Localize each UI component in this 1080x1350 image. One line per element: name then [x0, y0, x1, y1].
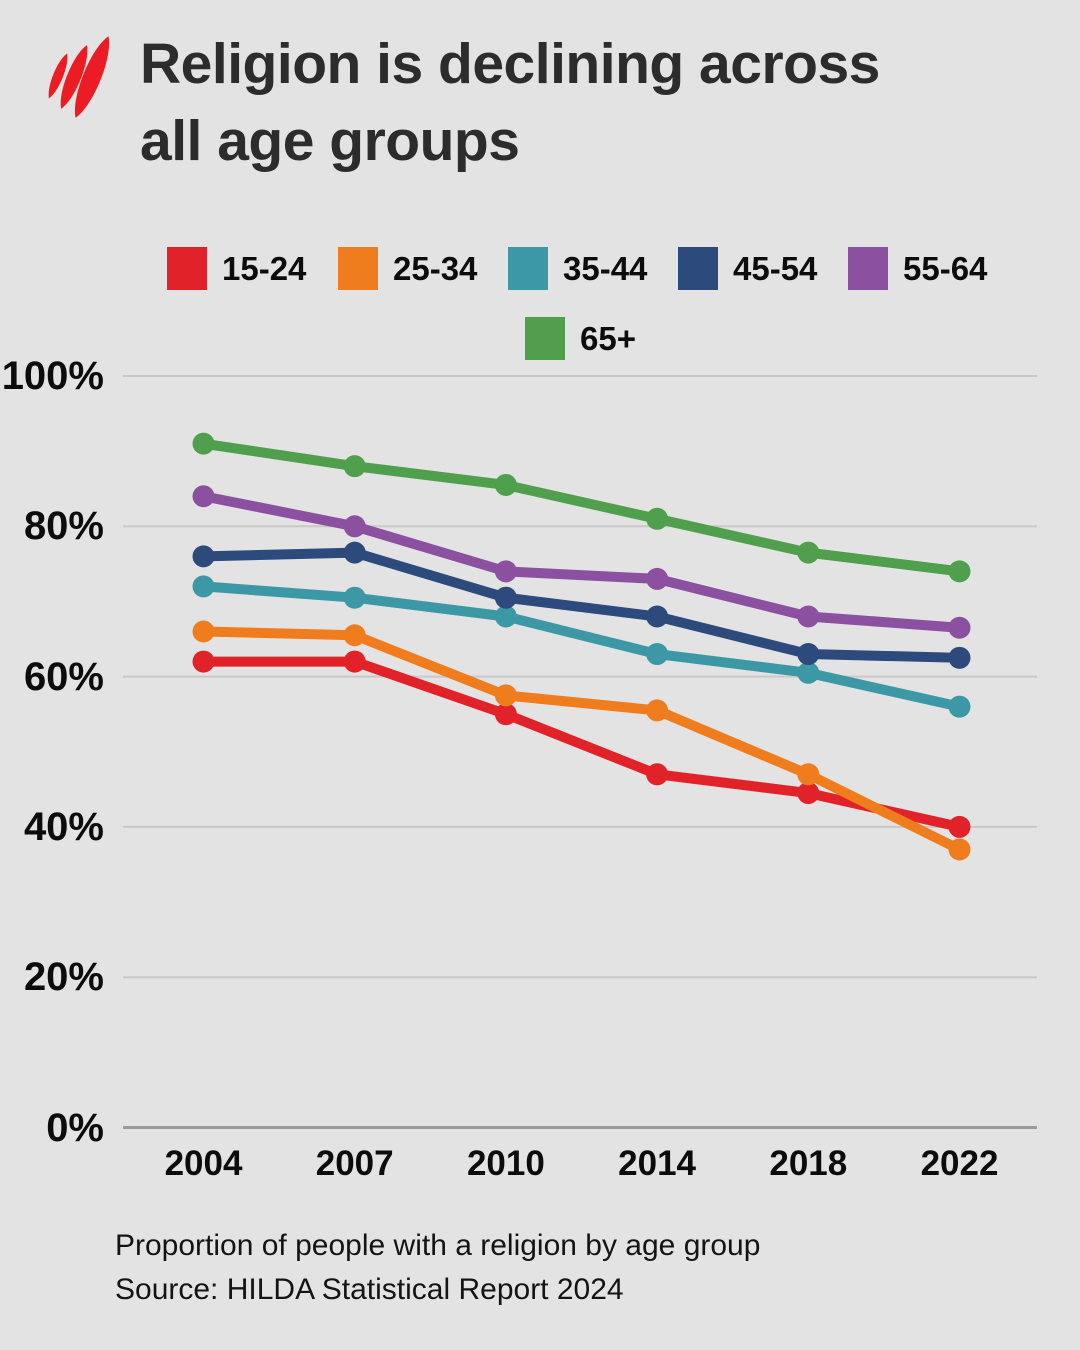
chart-footer: Proportion of people with a religion by … — [115, 1224, 1015, 1312]
y-tick-40: 40% — [23, 804, 104, 849]
legend-label-45-54: 45-54 — [733, 249, 818, 287]
legend-label-55-64: 55-64 — [903, 249, 988, 287]
chart-source: Source: HILDA Statistical Report 2024 — [115, 1273, 624, 1306]
x-tick-2018: 2018 — [769, 1144, 848, 1183]
legend-item-45-54: 45-54 — [678, 247, 817, 290]
legend-swatch-55-64 — [848, 247, 888, 290]
legend-label-15-24: 15-24 — [222, 249, 307, 287]
legend-item-25-34: 25-34 — [338, 247, 477, 290]
y-tick-0: 0% — [46, 1105, 104, 1150]
legend-item-35-44: 35-44 — [508, 247, 647, 290]
x-tick-2004: 2004 — [164, 1144, 243, 1183]
y-tick-80: 80% — [23, 504, 104, 549]
y-tick-20: 20% — [23, 955, 104, 1000]
legend-label-35-44: 35-44 — [563, 249, 648, 287]
x-tick-2010: 2010 — [466, 1144, 545, 1183]
y-tick-60: 60% — [23, 654, 104, 699]
legend-swatch-65plus — [525, 317, 565, 360]
legend-item-15-24: 15-24 — [167, 247, 306, 290]
page-title: Religion is declining across all age gro… — [140, 26, 1040, 180]
x-tick-2014: 2014 — [618, 1144, 697, 1183]
legend-item-55-64: 55-64 — [848, 247, 987, 290]
title-line-1: Religion is declining across — [140, 32, 880, 96]
sbs-logo-icon — [48, 36, 110, 118]
legend-swatch-15-24 — [167, 247, 207, 290]
legend-label-25-34: 25-34 — [393, 249, 478, 287]
legend-label-65plus: 65+ — [580, 319, 636, 357]
title-line-2: all age groups — [140, 109, 520, 173]
y-tick-100: 100% — [1, 354, 104, 398]
x-tick-2022: 2022 — [920, 1144, 999, 1183]
legend-swatch-25-34 — [338, 247, 378, 290]
chart-caption: Proportion of people with a religion by … — [115, 1229, 761, 1262]
x-tick-2007: 2007 — [315, 1144, 394, 1183]
legend-swatch-45-54 — [678, 247, 718, 290]
legend-swatch-35-44 — [508, 247, 548, 290]
legend-item-65plus: 65+ — [525, 317, 636, 360]
